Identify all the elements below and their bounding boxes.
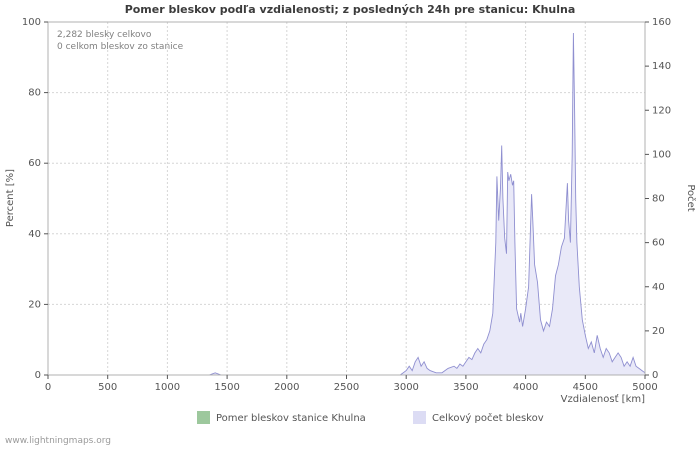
x-tick-label: 3500 xyxy=(453,382,478,393)
left-tick-label: 0 xyxy=(35,370,41,381)
total-strikes-area-series xyxy=(48,32,646,376)
right-tick-label: 0 xyxy=(652,370,658,381)
left-tick-label: 40 xyxy=(28,229,41,240)
left-axis-label: Percent [%] xyxy=(5,169,16,227)
chart-title: Pomer bleskov podľa vzdialenosti; z posl… xyxy=(125,3,576,16)
x-tick-label: 4000 xyxy=(513,382,538,393)
x-tick-label: 4500 xyxy=(573,382,598,393)
right-tick-label: 120 xyxy=(652,105,671,116)
right-tick-label: 100 xyxy=(652,149,671,160)
left-tick-label: 100 xyxy=(22,17,41,28)
x-tick-label: 2500 xyxy=(334,382,359,393)
x-tick-label: 1000 xyxy=(155,382,180,393)
right-tick-label: 140 xyxy=(652,61,671,72)
gridlines xyxy=(48,21,645,375)
legend-label-station-ratio: Pomer bleskov stanice Khulna xyxy=(216,413,366,424)
right-tick-label: 40 xyxy=(652,282,665,293)
x-tick-label: 5000 xyxy=(632,382,657,393)
left-tick-label: 60 xyxy=(28,158,41,169)
annotation-station-strikes: 0 celkom bleskov zo stanice xyxy=(57,42,184,52)
annotation-total-strikes: 2,282 blesky celkovo xyxy=(57,30,152,40)
watermark-link[interactable]: www.lightningmaps.org xyxy=(5,436,111,446)
x-tick-label: 500 xyxy=(98,382,117,393)
legend-swatch-total-strikes xyxy=(413,411,426,424)
legend: Pomer bleskov stanice Khulna Celkový poč… xyxy=(197,411,544,424)
x-axis-label: Vzdialenosť [km] xyxy=(561,393,645,405)
legend-swatch-station-ratio xyxy=(197,411,210,424)
x-tick-label: 1500 xyxy=(214,382,239,393)
right-tick-label: 60 xyxy=(652,238,665,249)
right-axis-label: Počet xyxy=(685,184,697,211)
left-tick-label: 20 xyxy=(28,299,41,310)
x-tick-label: 3000 xyxy=(393,382,418,393)
left-tick-label: 80 xyxy=(28,88,41,99)
legend-label-total-strikes: Celkový počet bleskov xyxy=(432,412,544,424)
x-tick-label: 0 xyxy=(45,382,51,393)
x-tick-label: 2000 xyxy=(274,382,299,393)
right-tick-label: 80 xyxy=(652,194,665,205)
right-tick-label: 20 xyxy=(652,326,665,337)
right-tick-label: 160 xyxy=(652,17,671,28)
